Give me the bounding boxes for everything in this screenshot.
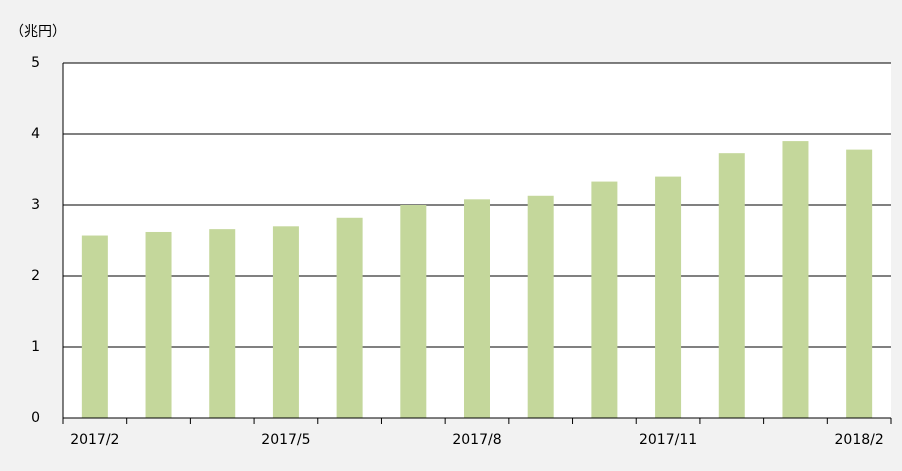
bar (145, 231, 172, 418)
bar (527, 195, 554, 418)
y-tick-label: 0 (31, 410, 40, 426)
bar (718, 153, 745, 419)
bar (846, 149, 873, 418)
y-tick-label: 2 (31, 268, 40, 284)
y-tick-label: 1 (31, 339, 40, 355)
bar (655, 176, 682, 418)
bar (81, 235, 108, 418)
bar (336, 217, 363, 418)
bar (209, 229, 236, 418)
bar (782, 141, 809, 418)
bar (400, 205, 427, 418)
x-tick-label: 2017/11 (639, 432, 697, 448)
x-tick-label: 2018/2 (835, 432, 884, 448)
x-tick-label: 2017/5 (261, 432, 310, 448)
x-tick-label: 2017/2 (70, 432, 119, 448)
y-tick-label: 5 (31, 55, 40, 71)
y-tick-label: 3 (31, 197, 40, 213)
y-axis-label: （兆円） (10, 24, 66, 40)
x-tick-label: 2017/8 (452, 432, 501, 448)
bar (272, 226, 299, 418)
bar (464, 199, 490, 418)
y-tick-label: 4 (31, 126, 40, 142)
bar (591, 181, 618, 418)
